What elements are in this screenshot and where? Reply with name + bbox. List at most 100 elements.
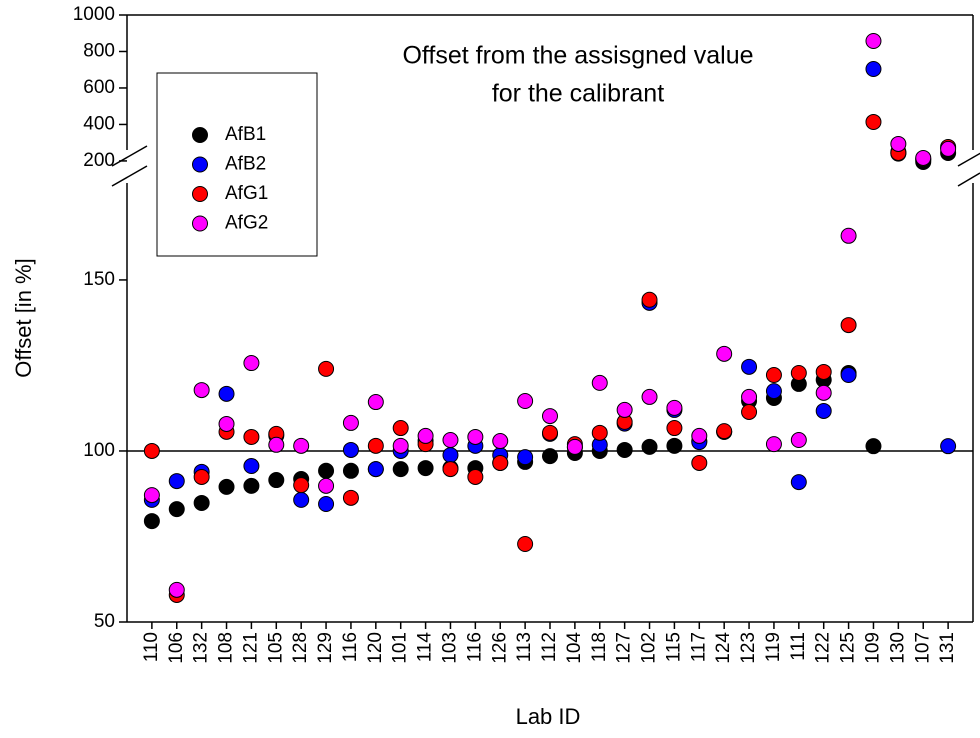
x-tick-label: 130: [887, 632, 908, 664]
x-tick-label: 131: [937, 632, 958, 664]
point: [616, 401, 633, 418]
point: [143, 442, 160, 459]
point: [517, 536, 534, 553]
point: [392, 420, 409, 437]
point: [641, 438, 658, 455]
point: [193, 468, 210, 485]
point: [243, 458, 260, 475]
point: [616, 441, 633, 458]
point: [666, 437, 683, 454]
x-tick-label: 112: [539, 632, 560, 662]
y-tick-label: 600: [83, 77, 115, 98]
point: [542, 408, 558, 425]
point: [367, 394, 384, 411]
point: [417, 460, 434, 477]
point: [641, 291, 658, 308]
point: [566, 438, 583, 455]
legend-marker: [192, 127, 208, 143]
point: [691, 427, 708, 444]
point: [790, 364, 807, 381]
point: [890, 135, 907, 152]
point: [143, 487, 160, 504]
x-tick-label: 107: [912, 632, 933, 664]
x-tick-label: 118: [589, 632, 610, 662]
point: [293, 437, 310, 454]
point: [840, 227, 857, 244]
x-tick-label: 119: [763, 632, 784, 662]
point: [392, 437, 409, 454]
x-tick-label: 128: [290, 632, 311, 664]
x-tick-label: 121: [240, 632, 261, 664]
point: [243, 355, 260, 372]
point: [641, 388, 658, 405]
x-tick-label: 113: [514, 632, 535, 662]
x-tick-label: 120: [365, 632, 386, 664]
x-tick-label: 105: [265, 632, 286, 664]
y-tick-label: 50: [94, 611, 115, 632]
point: [268, 436, 285, 453]
x-tick-label: 111: [788, 632, 809, 661]
point: [342, 414, 359, 431]
point: [392, 461, 409, 478]
legend-marker: [192, 215, 208, 232]
legend-marker: [192, 156, 208, 173]
point: [840, 367, 857, 384]
point: [492, 454, 509, 471]
y-tick-label: 800: [83, 40, 115, 61]
x-tick-label: 116: [464, 632, 485, 662]
point: [517, 393, 534, 410]
point: [716, 423, 733, 440]
legend-label: AfB2: [225, 154, 266, 175]
point: [591, 424, 608, 441]
x-tick-label: 122: [813, 632, 834, 664]
point: [741, 403, 758, 420]
point: [193, 382, 210, 399]
point: [865, 113, 882, 130]
point: [865, 438, 882, 455]
x-tick-label: 125: [838, 632, 859, 664]
point: [293, 477, 310, 494]
point: [542, 448, 558, 465]
point: [765, 367, 782, 384]
point: [865, 32, 882, 49]
point: [865, 60, 882, 77]
point: [417, 427, 434, 444]
point: [342, 441, 359, 458]
x-tick-label: 109: [862, 632, 883, 664]
point: [442, 447, 459, 464]
point: [168, 501, 185, 518]
y-tick-label: 150: [83, 269, 115, 290]
point: [765, 436, 782, 453]
point: [815, 402, 832, 419]
point: [168, 473, 185, 490]
x-tick-label: 103: [439, 632, 460, 664]
point: [591, 374, 608, 391]
y-tick-label: 100: [83, 440, 115, 461]
point: [542, 424, 558, 441]
x-tick-label: 124: [713, 632, 734, 664]
point: [765, 383, 782, 400]
x-tick-label: 114: [415, 632, 436, 663]
y-tick-label: 200: [83, 150, 115, 171]
point: [318, 462, 335, 479]
x-tick-label: 102: [639, 632, 660, 664]
x-tick-label: 123: [738, 632, 759, 664]
legend-marker: [192, 186, 208, 202]
point: [218, 415, 235, 432]
point: [815, 363, 832, 380]
point: [666, 399, 683, 416]
point: [815, 384, 832, 401]
point: [741, 388, 758, 405]
point: [716, 345, 733, 362]
legend-label: AfB1: [225, 124, 266, 145]
point: [293, 491, 310, 508]
point: [218, 385, 235, 402]
point: [367, 461, 384, 478]
point: [467, 468, 484, 485]
legend-label: AfG1: [225, 183, 268, 204]
x-tick-label: 108: [216, 632, 237, 664]
point: [243, 428, 260, 445]
x-tick-label: 104: [564, 632, 585, 664]
x-tick-label: 126: [489, 632, 510, 664]
